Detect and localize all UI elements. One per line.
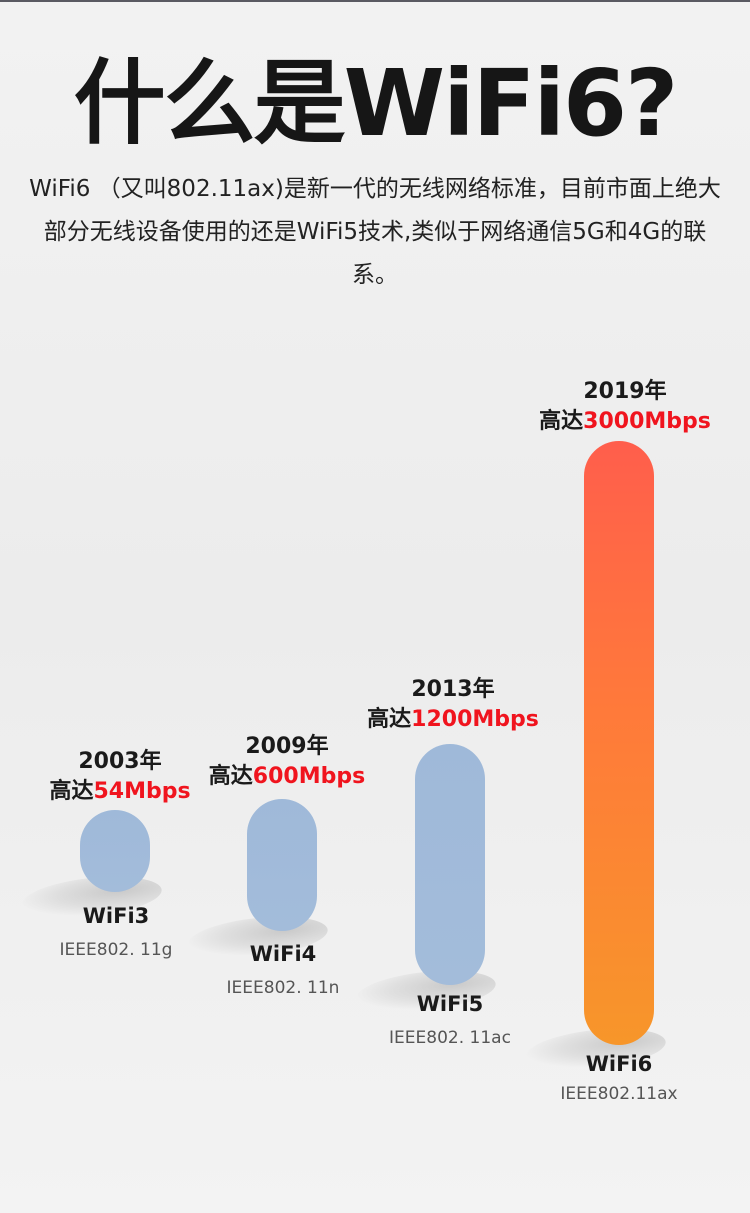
bar-label-wifi4: 2009年 高达600Mbps (167, 732, 407, 792)
speed-prefix-wifi5: 高达 (367, 707, 412, 732)
standard-wifi6: IEEE802.11ax (560, 1084, 678, 1104)
speed-value-wifi3: 54Mbps (93, 779, 191, 804)
standard-wifi5: IEEE802. 11ac (389, 1028, 511, 1048)
speed-value-wifi5: 1200Mbps (411, 707, 539, 732)
speed-prefix-wifi4: 高达 (208, 764, 253, 789)
bar-wifi5 (415, 744, 485, 985)
top-border (0, 0, 750, 2)
intro-paragraph: WiFi6 （又叫802.11ax)是新一代的无线网络标准，目前市面上绝大部分无… (29, 176, 721, 288)
standard-wifi4: IEEE802. 11n (226, 978, 340, 998)
year-wifi5: 2013年 (411, 677, 495, 702)
bar-label-wifi6: 2019年 高达3000Mbps (505, 377, 745, 437)
speed-value-wifi4: 600Mbps (252, 764, 366, 789)
speed-wifi6: 高达3000Mbps (505, 407, 745, 437)
generation-name-wifi6: WiFi6 (585, 1052, 653, 1076)
speed-prefix-wifi6: 高达 (539, 409, 584, 434)
generation-name-wifi3: WiFi3 (82, 904, 150, 928)
speed-value-wifi6: 3000Mbps (583, 409, 711, 434)
speed-wifi4: 高达600Mbps (167, 762, 407, 792)
generation-name-wifi5: WiFi5 (416, 992, 484, 1016)
bar-wifi3 (80, 810, 150, 892)
generation-name-wifi4: WiFi4 (249, 942, 317, 966)
bar-wifi6 (584, 441, 654, 1045)
speed-wifi3: 高达54Mbps (0, 777, 240, 807)
year-wifi3: 2003年 (78, 749, 162, 774)
speed-prefix-wifi3: 高达 (49, 779, 94, 804)
year-wifi4: 2009年 (245, 734, 329, 759)
bar-label-wifi3: 2003年 高达54Mbps (0, 747, 240, 807)
bar-label-wifi5: 2013年 高达1200Mbps (333, 675, 573, 735)
bar-wifi4 (247, 799, 317, 931)
speed-wifi5: 高达1200Mbps (333, 705, 573, 735)
page-title: 什么是WiFi6? (73, 50, 679, 157)
year-wifi6: 2019年 (583, 379, 667, 404)
standard-wifi3: IEEE802. 11g (59, 940, 173, 960)
